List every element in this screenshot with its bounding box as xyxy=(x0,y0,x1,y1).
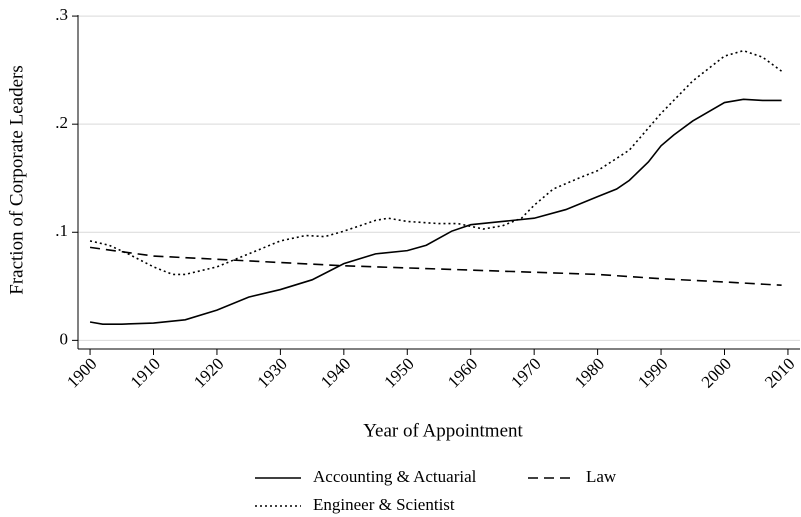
series-line xyxy=(89,98,782,325)
x-tick-label: 1970 xyxy=(507,354,544,391)
y-tick-label: .2 xyxy=(55,113,68,132)
x-tick-label: 1960 xyxy=(444,354,481,391)
legend-label: Accounting & Actuarial xyxy=(313,467,477,486)
y-tick-label: 0 xyxy=(60,329,69,348)
x-tick-label: 1990 xyxy=(634,354,671,391)
y-tick-label: .1 xyxy=(55,221,68,240)
x-tick-label: 1950 xyxy=(380,354,417,391)
legend-label: Engineer & Scientist xyxy=(313,495,455,514)
x-tick-label: 1940 xyxy=(317,354,354,391)
x-tick-label: 1980 xyxy=(571,354,608,391)
legend-label: Law xyxy=(586,467,617,486)
y-tick-label: .3 xyxy=(55,5,68,24)
x-tick-label: 1900 xyxy=(63,354,100,391)
y-axis-title: Fraction of Corporate Leaders xyxy=(6,65,27,295)
series-line xyxy=(89,49,783,276)
x-tick-label: 1910 xyxy=(127,354,164,391)
x-tick-label: 1920 xyxy=(190,354,227,391)
x-tick-label: 1930 xyxy=(254,354,291,391)
x-tick-label: 2010 xyxy=(761,354,798,391)
x-tick-label: 2000 xyxy=(698,354,735,391)
x-axis-title: Year of Appointment xyxy=(363,420,523,441)
series-line xyxy=(89,246,782,287)
